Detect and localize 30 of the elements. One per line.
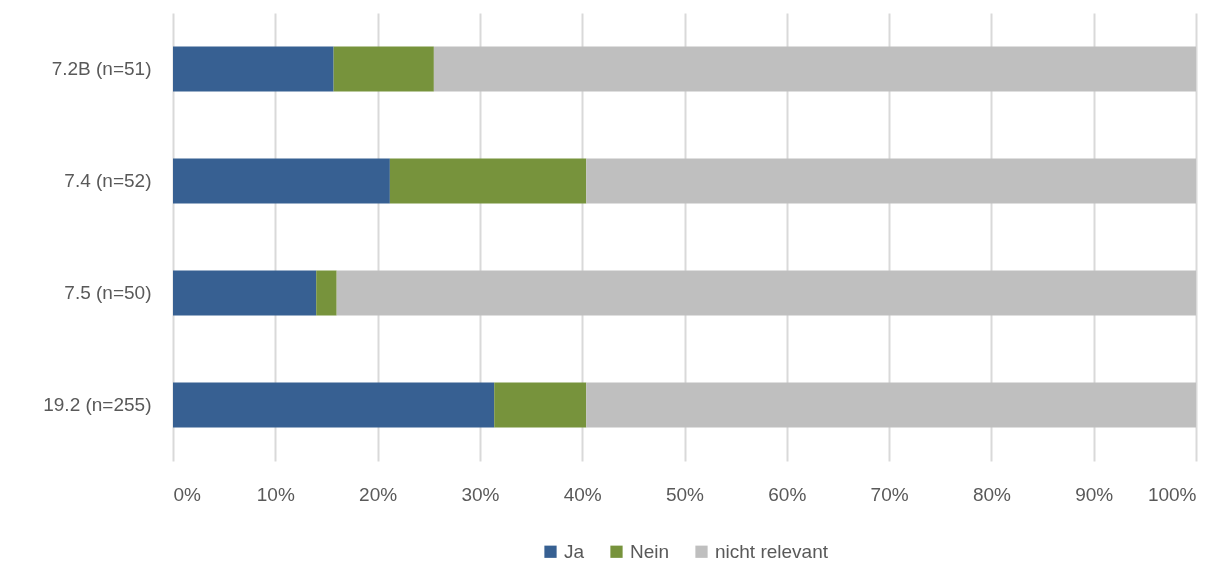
y-tick-label: 19.2 (n=255) — [43, 394, 152, 415]
x-tick-label: 40% — [563, 483, 602, 505]
y-tick-label: 7.4 (n=52) — [64, 170, 152, 191]
bar — [173, 270, 317, 316]
bar — [433, 46, 1196, 92]
y-tick-label: 7.5 (n=50) — [64, 282, 152, 303]
bar — [173, 382, 495, 428]
bar — [586, 382, 1196, 428]
bar — [173, 158, 390, 204]
y-tick-label: 7.2B (n=51) — [51, 58, 152, 79]
bar — [389, 158, 587, 204]
x-tick-label: 100% — [1147, 483, 1197, 505]
legend-label: Nein — [630, 540, 670, 562]
bar — [333, 46, 434, 92]
x-tick-label: 30% — [461, 483, 500, 505]
x-tick-label: 50% — [665, 483, 705, 505]
x-tick-label: 60% — [768, 483, 807, 505]
bar — [316, 270, 337, 316]
legend-label: Ja — [564, 540, 585, 562]
x-tick-label: 70% — [870, 483, 909, 505]
x-tick-label: 80% — [972, 483, 1012, 505]
legend-label: nicht relevant — [715, 540, 829, 562]
x-tick-label: 10% — [256, 483, 295, 505]
x-tick-label: 0% — [173, 483, 202, 505]
bar — [494, 382, 587, 428]
bar — [173, 46, 334, 92]
x-tick-label: 90% — [1075, 483, 1114, 505]
bar — [336, 270, 1196, 316]
x-tick-label: 20% — [359, 483, 398, 505]
bar — [586, 158, 1196, 204]
